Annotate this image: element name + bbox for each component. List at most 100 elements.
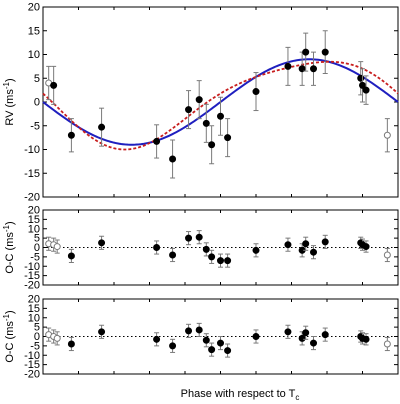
y-tick-label: 20: [28, 2, 40, 14]
data-point-open: [383, 340, 391, 348]
data-point: [50, 81, 58, 89]
data-point: [195, 326, 203, 334]
data-point: [98, 328, 106, 336]
y-tick-label: -5: [30, 120, 40, 132]
y-tick-label: 10: [28, 312, 40, 324]
data-point-open: [53, 334, 61, 342]
data-point: [302, 329, 310, 337]
data-point: [185, 234, 193, 242]
y-tick-label: -15: [24, 168, 40, 180]
data-point: [169, 342, 177, 350]
y-tick-label: 0: [34, 242, 40, 254]
data-point: [284, 62, 292, 70]
y-tick-label: 5: [34, 233, 40, 245]
data-point: [284, 241, 292, 249]
y-tick-label: -15: [24, 270, 40, 282]
y-tick-label: -20: [24, 192, 40, 204]
y-tick-label: 20: [28, 294, 40, 306]
data-point: [195, 233, 203, 241]
data-point: [185, 106, 193, 114]
y-axis-label-close: ): [4, 221, 16, 225]
data-point-open: [383, 251, 391, 259]
y-tick-label: -10: [24, 261, 40, 273]
data-point: [153, 335, 161, 343]
data-point: [195, 96, 203, 104]
data-point: [98, 239, 106, 247]
data-point: [224, 347, 232, 355]
y-tick-label: -5: [30, 340, 40, 352]
y-tick-label: 15: [28, 303, 40, 315]
y-axis-label: O-C (ms-1): [2, 310, 16, 362]
eccentric-orbit-model: [42, 60, 399, 151]
y-axis-label-close: ): [4, 310, 16, 314]
y-tick-label: -20: [24, 280, 40, 292]
y-tick-label: -10: [24, 350, 40, 362]
y-tick-label: 5: [34, 73, 40, 85]
y-tick-label: -15: [24, 359, 40, 371]
data-point-open: [383, 131, 391, 139]
y-axis-label-text: O-C (ms: [4, 321, 16, 363]
data-point: [169, 251, 177, 259]
data-point: [252, 246, 260, 254]
data-point: [310, 65, 318, 73]
y-tick-label: 15: [28, 214, 40, 226]
data-point-open: [53, 243, 61, 251]
data-point: [208, 141, 216, 149]
y-axis-label: RV (ms-1): [2, 78, 16, 125]
data-point: [153, 137, 161, 145]
x-axis-label: Phase with respect to Tc: [181, 388, 300, 402]
data-point: [208, 253, 216, 261]
data-point: [252, 88, 260, 96]
data-point: [98, 123, 106, 131]
y-axis-label-close: ): [4, 78, 16, 82]
y-axis-label-exponent: -1: [2, 82, 11, 90]
x-axis-label-subscript: c: [295, 393, 299, 402]
data-point: [153, 244, 161, 251]
data-point: [217, 339, 224, 347]
y-tick-label: 10: [28, 49, 40, 61]
y-tick-label: 10: [28, 223, 40, 235]
data-point: [224, 257, 232, 265]
data-point: [67, 252, 75, 260]
data-point: [362, 335, 370, 343]
data-point: [321, 48, 329, 56]
data-point: [202, 119, 210, 127]
rv-panel: -20 -15 -10 -5 0 5 10 15 20 RV (ms-1): [2, 2, 399, 204]
data-point: [310, 248, 318, 256]
data-point: [362, 86, 370, 94]
y-axis-label-text: RV (ms: [4, 89, 16, 126]
data-point: [252, 333, 260, 340]
y-axis-label-text: O-C (ms: [4, 232, 16, 274]
data-point: [202, 245, 210, 253]
data-point: [321, 238, 329, 246]
data-point: [185, 327, 193, 335]
data-point: [310, 339, 318, 347]
data-point: [67, 340, 75, 348]
data-point: [67, 131, 75, 139]
y-tick-label: -10: [24, 144, 40, 156]
y-tick-label: 0: [34, 331, 40, 343]
data-point: [298, 334, 306, 342]
y-axis-label-exponent: -1: [2, 313, 11, 321]
data-point: [298, 65, 306, 73]
data-point: [169, 155, 177, 163]
y-tick-label: -20: [24, 369, 40, 381]
data-point: [359, 81, 366, 89]
y-axis-label-exponent: -1: [2, 224, 11, 232]
y-tick-label: 0: [34, 97, 40, 109]
data-point: [284, 328, 292, 336]
data-point: [321, 331, 329, 339]
y-tick-label: 5: [34, 322, 40, 334]
data-point: [362, 243, 370, 251]
data-point: [224, 134, 232, 142]
y-tick-label: 15: [28, 25, 40, 37]
data-point: [217, 112, 224, 120]
data-point: [217, 257, 224, 265]
data-point: [208, 346, 216, 354]
y-tick-label: -5: [30, 251, 40, 263]
y-axis-label: O-C (ms-1): [2, 221, 16, 273]
data-point: [202, 336, 210, 344]
